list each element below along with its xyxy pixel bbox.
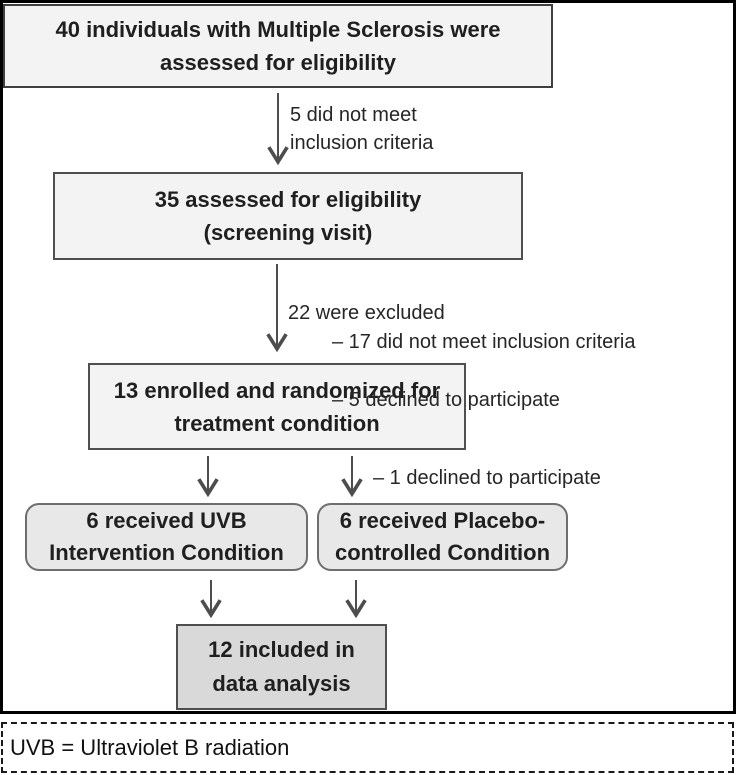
diagram-frame [0,0,736,714]
box-placebo-controlled-arm: 6 received Placebo- controlled Condition [317,503,568,571]
box-enrolled-randomized: 13 enrolled and randomized for treatment… [88,363,466,450]
legend-text: UVB = Ultraviolet B radiation [10,734,290,760]
box-assessed-for-eligibility: 40 individuals with Multiple Sclerosis w… [3,4,553,88]
box-uvb-intervention-arm: 6 received UVB Intervention Condition [25,503,308,571]
box-screening-visit: 35 assessed for eligibility (screening v… [53,172,523,260]
annotation-did-not-meet-inclusion: 5 did not meet inclusion criteria [290,104,434,154]
annotation-declined-to-participate: – 1 declined to participate [373,467,601,489]
annotation-excluded-item-2: – 5 declined to participate [332,389,560,411]
annotation-excluded-title: 22 were excluded [288,302,445,324]
annotation-excluded-item-1: – 17 did not meet inclusion criteria [332,331,636,353]
annotation-excluded: 22 were excluded – 17 did not meet inclu… [288,270,636,444]
legend-box: UVB = Ultraviolet B radiation [1,722,734,773]
box-data-analysis: 12 included in data analysis [176,624,387,710]
